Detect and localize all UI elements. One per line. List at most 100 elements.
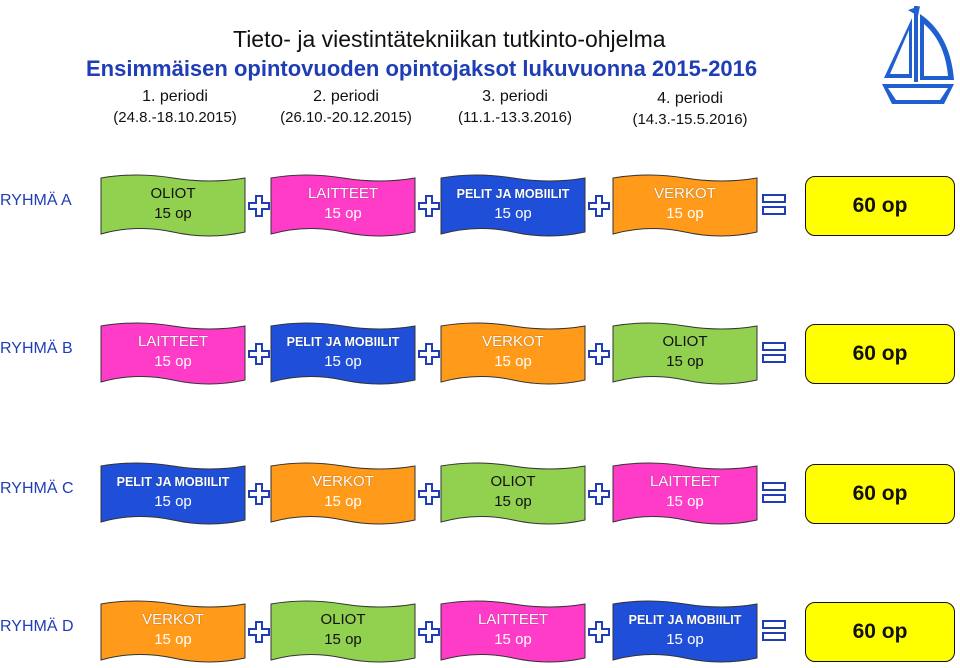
course-name: VERKOT (654, 185, 716, 202)
course-banner-shape (100, 600, 246, 663)
course-card: LAITTEET 15 op (270, 174, 416, 242)
total-credits: 60 op (805, 602, 955, 662)
period-4: 4. periodi (14.3.-15.5.2016) (610, 88, 770, 130)
course-credits: 15 op (666, 631, 704, 648)
plus-icon (418, 195, 440, 217)
course-banner-shape (100, 174, 246, 237)
course-banner-shape (440, 322, 586, 385)
period-dates: (14.3.-15.5.2016) (632, 111, 748, 128)
group-label: RYHMÄ C (0, 480, 74, 497)
plus-icon (588, 483, 610, 505)
equals-icon (762, 482, 786, 503)
course-credits: 15 op (324, 493, 362, 510)
course-credits: 15 op (494, 205, 532, 222)
course-banner-shape (270, 174, 416, 237)
plus-icon (588, 343, 610, 365)
course-banner-shape (270, 600, 416, 663)
course-card: PELIT JA MOBIILIT 15 op (270, 322, 416, 390)
course-credits: 15 op (494, 493, 532, 510)
group-label: RYHMÄ D (0, 618, 74, 635)
course-credits: 15 op (666, 493, 704, 510)
course-card: VERKOT 15 op (440, 322, 586, 390)
course-credits: 15 op (154, 205, 192, 222)
period-2: 2. periodi (26.10.-20.12.2015) (266, 86, 426, 128)
period-3: 3. periodi (11.1.-13.3.2016) (440, 86, 590, 128)
course-name: PELIT JA MOBIILIT (116, 475, 230, 489)
group-label: RYHMÄ A (0, 192, 72, 209)
course-banner-shape (440, 462, 586, 525)
equals-icon (762, 342, 786, 363)
course-name: VERKOT (142, 611, 204, 628)
period-dates: (24.8.-18.10.2015) (113, 109, 237, 126)
course-banner-shape (440, 174, 586, 237)
total-credits: 60 op (805, 464, 955, 524)
course-name: VERKOT (312, 473, 374, 490)
course-card: PELIT JA MOBIILIT 15 op (440, 174, 586, 242)
course-credits: 15 op (324, 205, 362, 222)
course-name: OLIOT (320, 611, 366, 628)
course-name: OLIOT (490, 473, 536, 490)
course-banner-shape (612, 600, 758, 663)
course-card: LAITTEET 15 op (100, 322, 246, 390)
course-card: PELIT JA MOBIILIT 15 op (612, 600, 758, 668)
course-name: LAITTEET (307, 185, 378, 202)
course-credits: 15 op (154, 353, 192, 370)
equals-icon (762, 620, 786, 641)
course-banner-shape (612, 322, 758, 385)
course-name: PELIT JA MOBIILIT (628, 613, 742, 627)
course-banner-shape (440, 600, 586, 663)
course-credits: 15 op (666, 353, 704, 370)
course-banner-shape (270, 322, 416, 385)
diagram-subtitle: Ensimmäisen opintovuoden opintojaksot lu… (86, 56, 758, 81)
course-card: VERKOT 15 op (100, 600, 246, 668)
course-card: OLIOT 15 op (100, 174, 246, 242)
total-credits: 60 op (805, 324, 955, 384)
plus-icon (418, 483, 440, 505)
plus-icon (248, 483, 270, 505)
sailboat-icon (882, 6, 954, 104)
period-name: 3. periodi (482, 88, 548, 105)
plus-icon (588, 195, 610, 217)
plus-icon (248, 343, 270, 365)
group-label: RYHMÄ B (0, 340, 73, 357)
period-dates: (26.10.-20.12.2015) (280, 109, 412, 126)
course-name: LAITTEET (649, 473, 720, 490)
course-banner-shape (100, 462, 246, 525)
course-name: OLIOT (662, 333, 708, 350)
period-name: 4. periodi (657, 90, 723, 107)
course-card: PELIT JA MOBIILIT 15 op (100, 462, 246, 530)
course-credits: 15 op (154, 631, 192, 648)
course-name: VERKOT (482, 333, 544, 350)
course-card: OLIOT 15 op (270, 600, 416, 668)
plus-icon (418, 343, 440, 365)
period-name: 1. periodi (142, 88, 208, 105)
course-card: VERKOT 15 op (612, 174, 758, 242)
course-name: PELIT JA MOBIILIT (456, 187, 570, 201)
period-1: 1. periodi (24.8.-18.10.2015) (100, 86, 250, 128)
course-credits: 15 op (324, 631, 362, 648)
course-credits: 15 op (154, 493, 192, 510)
course-card: LAITTEET 15 op (612, 462, 758, 530)
course-card: VERKOT 15 op (270, 462, 416, 530)
course-credits: 15 op (494, 353, 532, 370)
program-title: Tieto- ja viestintätekniikan tutkinto-oh… (233, 26, 666, 52)
course-name: OLIOT (150, 185, 196, 202)
course-banner-shape (270, 462, 416, 525)
course-name: PELIT JA MOBIILIT (286, 335, 400, 349)
plus-icon (248, 195, 270, 217)
course-card: OLIOT 15 op (612, 322, 758, 390)
course-banner-shape (612, 174, 758, 237)
plus-icon (418, 621, 440, 643)
course-credits: 15 op (324, 353, 362, 370)
equals-icon (762, 194, 786, 215)
course-banner-shape (100, 322, 246, 385)
course-banner-shape (612, 462, 758, 525)
course-credits: 15 op (494, 631, 532, 648)
course-credits: 15 op (666, 205, 704, 222)
course-card: OLIOT 15 op (440, 462, 586, 530)
course-name: LAITTEET (477, 611, 548, 628)
plus-icon (248, 621, 270, 643)
period-dates: (11.1.-13.3.2016) (458, 109, 572, 126)
course-card: LAITTEET 15 op (440, 600, 586, 668)
course-name: LAITTEET (137, 333, 208, 350)
